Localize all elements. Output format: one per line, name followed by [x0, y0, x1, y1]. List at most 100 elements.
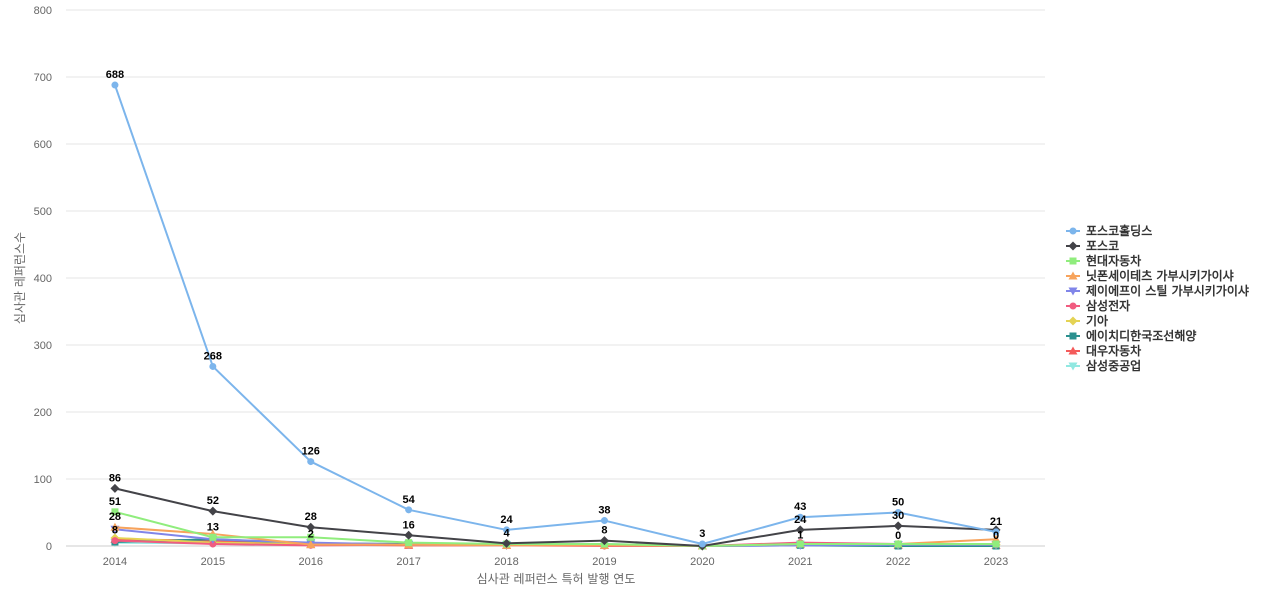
legend-label: 삼성중공업 [1086, 358, 1141, 373]
series [110, 483, 1001, 551]
x-tick-label: 2021 [788, 556, 812, 568]
x-tick-label: 2023 [984, 556, 1008, 568]
data-label: 54 [403, 494, 416, 506]
y-tick-label: 700 [34, 72, 52, 84]
data-label: 688 [106, 69, 124, 81]
data-point[interactable] [307, 458, 315, 466]
y-axis-title: 심사관 레퍼런스수 [13, 232, 27, 324]
data-label: 52 [207, 495, 219, 507]
data-point[interactable] [893, 521, 903, 531]
data-label: 4 [503, 527, 510, 539]
data-label: 21 [990, 516, 1002, 528]
data-label: 51 [109, 496, 121, 508]
data-point[interactable] [405, 539, 413, 547]
data-point[interactable] [796, 513, 804, 521]
data-label: 24 [794, 514, 807, 526]
legend-marker [1068, 241, 1078, 251]
legend-item[interactable]: 닛폰세이테츠 가부시키가이샤 [1066, 268, 1234, 283]
x-tick-label: 2017 [396, 556, 420, 568]
data-label: 13 [207, 521, 219, 533]
y-tick-label: 600 [34, 139, 52, 151]
legend-marker [1068, 362, 1078, 371]
legend-item[interactable]: 제이에프이 스틸 가부시키가이샤 [1066, 283, 1249, 298]
data-point[interactable] [209, 540, 217, 548]
y-tick-label: 800 [34, 5, 52, 17]
data-point[interactable] [698, 540, 706, 548]
data-label: 43 [794, 501, 806, 513]
data-point[interactable] [209, 533, 217, 541]
legend-item[interactable]: 현대자동차 [1066, 253, 1141, 268]
legend-marker [1068, 271, 1078, 280]
x-axis-ticks: 2014 2015 2016 2017 2018 2019 2020 2021 2022 2023 [103, 556, 1009, 568]
data-label: 126 [302, 446, 320, 458]
legend-label: 기아 [1086, 313, 1108, 328]
data-point[interactable] [405, 506, 413, 514]
legend-label: 닛폰세이테츠 가부시키가이샤 [1086, 268, 1234, 283]
x-tick-label: 2018 [494, 556, 518, 568]
data-label: 24 [500, 514, 513, 526]
data-point[interactable] [795, 525, 805, 535]
y-tick-label: 400 [34, 273, 52, 285]
data-label: 8 [112, 525, 118, 537]
y-tick-label: 500 [34, 206, 52, 218]
legend-item[interactable]: 삼성전자 [1066, 298, 1130, 313]
data-point[interactable] [306, 522, 316, 532]
data-point[interactable] [307, 533, 315, 541]
data-point[interactable] [110, 522, 120, 531]
data-point[interactable] [600, 517, 608, 525]
data-label: 0 [895, 530, 901, 542]
legend-item[interactable]: 삼성중공업 [1066, 358, 1141, 373]
data-label: 3 [699, 528, 705, 540]
legend-label: 대우자동차 [1086, 343, 1141, 358]
legend-item[interactable]: 포스코홀딩스 [1066, 223, 1152, 238]
y-tick-label: 100 [34, 474, 52, 486]
legend-item[interactable]: 기아 [1066, 313, 1108, 328]
data-point[interactable] [111, 537, 119, 545]
data-point[interactable] [209, 362, 217, 370]
series-group [110, 81, 1001, 551]
series-line [114, 487, 997, 547]
data-point[interactable] [502, 538, 512, 548]
series-line [114, 84, 997, 545]
data-label: 38 [598, 505, 610, 517]
legend-item[interactable]: 포스코 [1066, 239, 1119, 253]
data-point[interactable] [404, 530, 414, 540]
y-tick-label: 200 [34, 407, 52, 419]
data-point[interactable] [992, 528, 1000, 536]
legend-label: 포스코 [1086, 239, 1119, 253]
x-tick-label: 2022 [886, 556, 910, 568]
data-point[interactable] [894, 509, 902, 516]
data-point[interactable] [111, 508, 119, 516]
legend-label: 에이치디한국조선해양 [1086, 328, 1196, 343]
legend-label: 현대자동차 [1086, 253, 1141, 268]
data-point[interactable] [894, 540, 902, 548]
x-tick-label: 2020 [690, 556, 714, 568]
legend-item[interactable]: 대우자동차 [1066, 343, 1141, 358]
legend-marker [1068, 287, 1078, 296]
y-tick-label: 0 [46, 541, 52, 553]
data-label: 2 [308, 529, 314, 541]
data-label: 28 [305, 511, 317, 523]
data-label: 0 [993, 530, 999, 542]
series-line [114, 510, 997, 547]
data-point[interactable] [503, 526, 511, 534]
data-point[interactable] [111, 81, 119, 89]
data-point[interactable] [110, 483, 120, 493]
legend-label: 포스코홀딩스 [1086, 223, 1152, 238]
data-label: 28 [109, 511, 121, 523]
data-point[interactable] [306, 540, 316, 549]
data-point[interactable] [599, 536, 609, 546]
x-axis-title: 심사관 레퍼런스 특허 발행 연도 [477, 571, 636, 586]
grid [66, 9, 1045, 547]
legend-item[interactable]: 에이치디한국조선해양 [1066, 328, 1196, 343]
data-point[interactable] [796, 540, 804, 548]
data-point[interactable] [992, 540, 1000, 548]
legend-marker [1069, 257, 1077, 265]
data-label: 50 [892, 497, 904, 509]
y-axis-ticks: 0 100 200 300 400 500 600 700 800 [34, 5, 52, 553]
data-point[interactable] [208, 506, 218, 516]
